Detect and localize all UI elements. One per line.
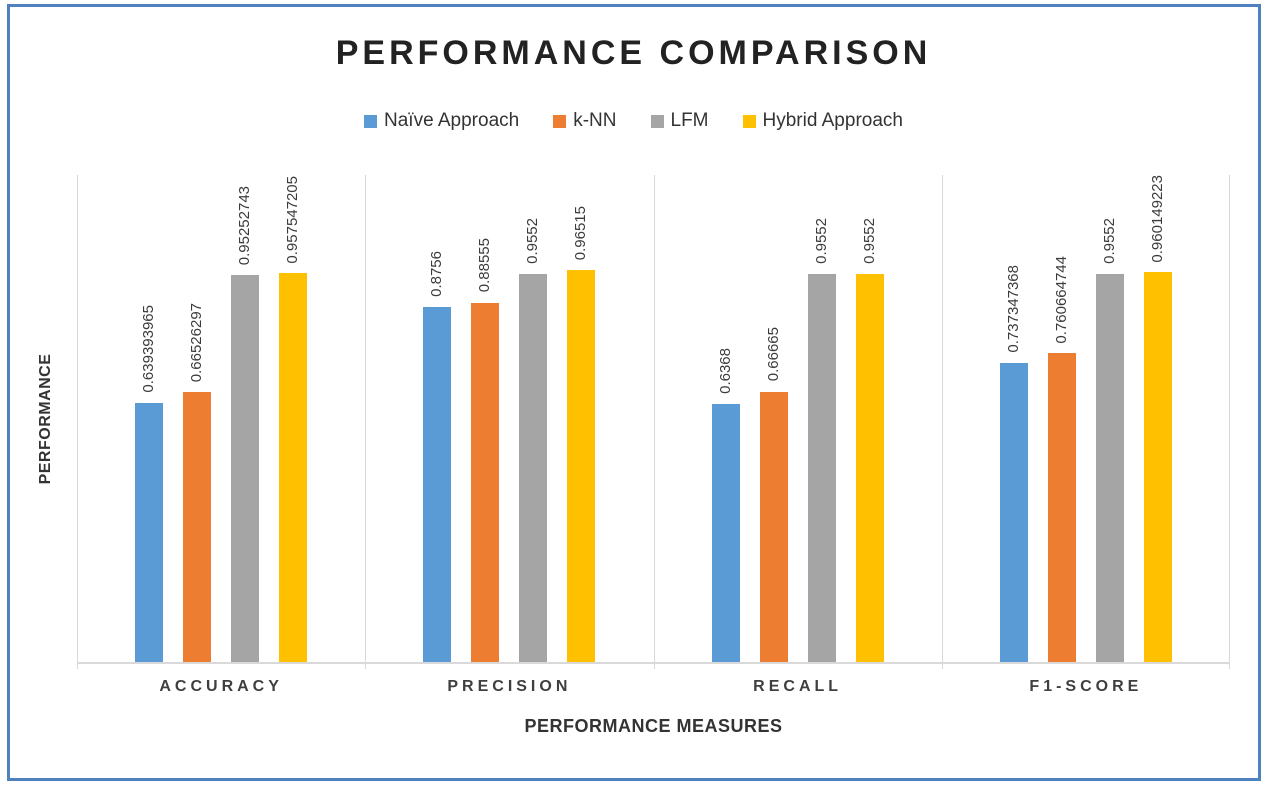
bar-value-label: 0.9552 [812,218,830,265]
category-separator-line [365,175,366,669]
legend-label: k-NN [573,110,617,131]
bar-k-nn-f1-score [1047,353,1076,662]
bar-value-label: 0.960149223 [1148,174,1166,263]
legend-swatch-icon [650,114,664,128]
y-axis-line [77,175,78,669]
bar-value-label: 0.760664744 [1052,255,1070,344]
bar-na-ve-approach-recall [711,403,740,662]
category-label-recall: RECALL [753,678,843,695]
bar-value-label: 0.66665 [764,327,782,382]
category-label-accuracy: ACCURACY [159,678,283,695]
category-label-f1-score: F1-SCORE [1029,678,1143,695]
legend: Naïve Approach k-NN LFM Hybrid Approach [0,110,1267,132]
bar-lfm-recall [807,274,836,662]
category-separator-line [942,175,943,669]
legend-label: Hybrid Approach [762,110,903,131]
bar-k-nn-recall [759,391,788,662]
bar-lfm-accuracy [231,275,260,662]
y-axis-title: PERFORMANCE [37,353,54,485]
legend-swatch-icon [742,114,756,128]
bar-value-label: 0.957547205 [284,175,302,264]
legend-item-na-ve-approach: Naïve Approach [364,110,519,132]
legend-item-hybrid-approach: Hybrid Approach [742,110,903,132]
x-axis-title: PERFORMANCE MEASURES [524,716,783,736]
bar-na-ve-approach-f1-score [999,362,1028,662]
legend-label: Naïve Approach [384,110,520,131]
bar-k-nn-accuracy [183,392,212,662]
bar-hybrid-approach-f1-score [1143,272,1172,662]
bar-value-label: 0.66526297 [188,302,206,382]
legend-item-k-nn: k-NN [553,110,617,132]
bar-value-label: 0.9552 [860,218,878,265]
legend-label: LFM [670,110,709,131]
bar-k-nn-precision [471,302,500,662]
bar-hybrid-approach-precision [567,270,596,662]
bar-value-label: 0.8756 [428,250,446,297]
legend-item-lfm: LFM [650,110,709,132]
legend-swatch-icon [364,114,378,128]
bar-value-label: 0.737347368 [1004,265,1022,353]
bar-hybrid-approach-accuracy [279,273,308,662]
bar-value-label: 0.9552 [1100,218,1118,265]
bar-value-label: 0.9552 [524,218,542,265]
category-separator-line [654,175,655,669]
bar-lfm-f1-score [1095,274,1124,662]
chart-title: PERFORMANCE COMPARISON [335,34,932,72]
bar-value-label: 0.88555 [476,238,494,293]
legend-swatch-icon [553,114,567,128]
bar-na-ve-approach-precision [423,306,452,662]
bar-value-label: 0.95252743 [236,186,254,266]
bar-value-label: 0.639393965 [140,304,158,393]
bar-value-label: 0.96515 [572,206,590,261]
bar-lfm-precision [519,274,548,662]
bar-na-ve-approach-accuracy [135,402,164,662]
bar-hybrid-approach-recall [855,274,884,662]
category-axis: ACCURACY PRECISION RECALL F1-SCORE [77,678,1230,702]
bar-value-label: 0.6368 [716,347,734,394]
plot-area: 0.639393965 0.66526297 0.95252743 0.9575472… [77,174,1230,669]
category-separator-line [1229,175,1230,669]
category-label-precision: PRECISION [447,678,572,695]
